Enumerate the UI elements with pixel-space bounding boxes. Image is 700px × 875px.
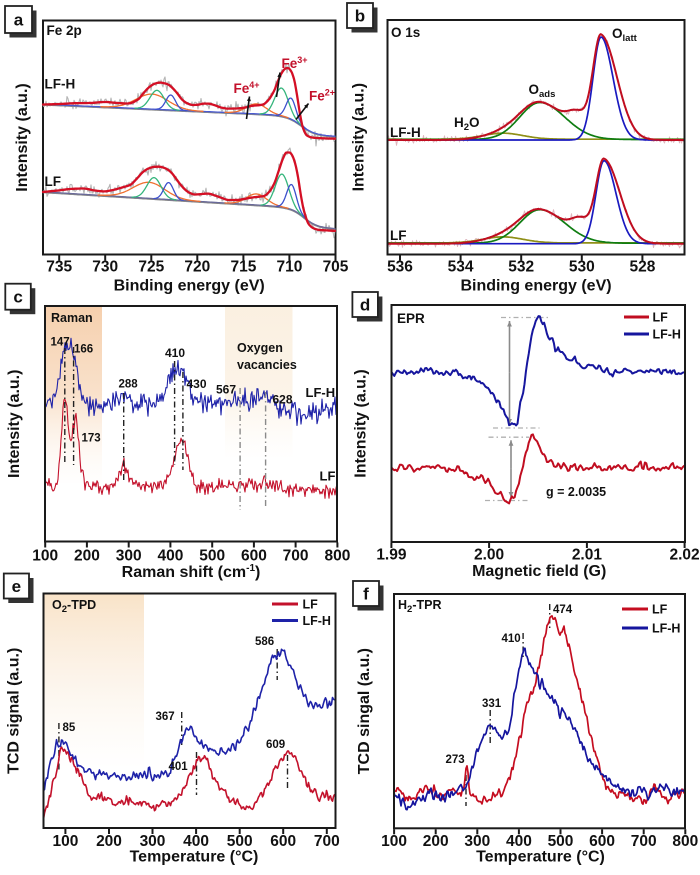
svg-text:730: 730 xyxy=(92,259,118,276)
svg-text:600: 600 xyxy=(241,548,267,565)
svg-text:Magnetic field (G): Magnetic field (G) xyxy=(472,563,606,580)
svg-text:700: 700 xyxy=(283,548,309,565)
svg-text:Intensity (a.u.): Intensity (a.u.) xyxy=(353,369,370,477)
svg-text:715: 715 xyxy=(230,259,256,276)
svg-text:401: 401 xyxy=(169,761,189,773)
svg-text:100: 100 xyxy=(52,833,78,850)
svg-text:b: b xyxy=(355,7,365,26)
svg-text:Intensity (a.u.): Intensity (a.u.) xyxy=(6,370,23,478)
svg-text:725: 725 xyxy=(138,259,164,276)
svg-text:vacancies: vacancies xyxy=(237,358,297,372)
svg-text:2.00: 2.00 xyxy=(474,547,504,564)
svg-text:500: 500 xyxy=(199,548,225,565)
svg-text:Fe 2p: Fe 2p xyxy=(47,23,82,38)
svg-text:Temperature (°C): Temperature (°C) xyxy=(476,849,605,866)
svg-text:300: 300 xyxy=(140,833,166,850)
svg-text:474: 474 xyxy=(553,604,573,616)
svg-text:Oxygen: Oxygen xyxy=(237,341,283,355)
svg-text:400: 400 xyxy=(506,833,532,850)
svg-text:100: 100 xyxy=(32,548,58,565)
svg-text:85: 85 xyxy=(63,722,76,734)
svg-text:1.99: 1.99 xyxy=(376,547,407,564)
svg-text:500: 500 xyxy=(548,833,574,850)
svg-text:H2O: H2O xyxy=(454,115,480,133)
svg-text:200: 200 xyxy=(423,833,449,850)
svg-text:800: 800 xyxy=(324,548,350,565)
svg-text:d: d xyxy=(360,296,370,315)
svg-text:600: 600 xyxy=(589,833,615,850)
svg-text:300: 300 xyxy=(116,548,142,565)
svg-text:LF: LF xyxy=(653,311,669,325)
svg-text:532: 532 xyxy=(508,259,534,276)
svg-text:Temperature (°C): Temperature (°C) xyxy=(130,849,259,866)
svg-text:Intensity (a.u.): Intensity (a.u.) xyxy=(351,83,368,191)
svg-text:LF: LF xyxy=(320,469,336,484)
svg-text:LF-H: LF-H xyxy=(653,328,681,342)
svg-text:331: 331 xyxy=(482,698,502,710)
svg-text:a: a xyxy=(14,11,24,30)
svg-text:Raman shift (cm-1): Raman shift (cm-1) xyxy=(122,563,261,581)
svg-text:609: 609 xyxy=(266,739,285,751)
svg-text:f: f xyxy=(363,585,369,604)
svg-text:2.02: 2.02 xyxy=(670,547,700,564)
svg-text:800: 800 xyxy=(672,833,698,850)
svg-text:600: 600 xyxy=(270,833,296,850)
svg-text:288: 288 xyxy=(119,379,139,391)
svg-text:628: 628 xyxy=(273,393,293,407)
svg-text:534: 534 xyxy=(448,259,474,276)
svg-text:720: 720 xyxy=(184,259,210,276)
svg-text:LF: LF xyxy=(390,228,407,243)
svg-text:Binding energy (eV): Binding energy (eV) xyxy=(460,278,611,295)
svg-text:O 1s: O 1s xyxy=(391,25,420,40)
svg-text:EPR: EPR xyxy=(397,311,425,326)
svg-text:173: 173 xyxy=(82,433,101,445)
svg-text:e: e xyxy=(12,577,21,596)
svg-text:200: 200 xyxy=(74,548,100,565)
svg-text:567: 567 xyxy=(216,383,236,397)
svg-text:TCD singal (a.u.): TCD singal (a.u.) xyxy=(356,648,373,774)
svg-text:TCD signal (a.u.): TCD signal (a.u.) xyxy=(6,648,23,774)
svg-text:g = 2.0035: g = 2.0035 xyxy=(546,485,606,499)
svg-text:700: 700 xyxy=(631,833,657,850)
svg-text:LF-H: LF-H xyxy=(390,125,421,140)
svg-text:200: 200 xyxy=(96,833,122,850)
svg-text:Intensity (a.u.): Intensity (a.u.) xyxy=(14,83,31,191)
svg-text:700: 700 xyxy=(314,833,340,850)
svg-text:410: 410 xyxy=(502,633,521,645)
svg-text:400: 400 xyxy=(157,548,183,565)
svg-text:410: 410 xyxy=(165,346,185,360)
svg-text:536: 536 xyxy=(387,259,413,276)
svg-text:300: 300 xyxy=(464,833,490,850)
svg-text:430: 430 xyxy=(187,377,207,391)
svg-text:LF: LF xyxy=(652,603,668,617)
svg-text:Binding energy (eV): Binding energy (eV) xyxy=(114,278,265,295)
svg-text:LF-H: LF-H xyxy=(303,614,331,628)
svg-text:LF-H: LF-H xyxy=(306,385,336,400)
svg-text:586: 586 xyxy=(255,636,274,648)
svg-text:705: 705 xyxy=(323,259,349,276)
svg-text:166: 166 xyxy=(74,344,93,356)
svg-text:2.01: 2.01 xyxy=(572,547,603,564)
svg-text:735: 735 xyxy=(46,259,72,276)
svg-text:710: 710 xyxy=(276,259,302,276)
svg-text:LF: LF xyxy=(45,174,62,189)
svg-text:500: 500 xyxy=(227,833,253,850)
svg-text:Raman: Raman xyxy=(51,311,93,325)
svg-text:530: 530 xyxy=(569,259,595,276)
svg-text:273: 273 xyxy=(446,754,465,766)
svg-text:400: 400 xyxy=(183,833,209,850)
svg-text:LF-H: LF-H xyxy=(652,622,680,636)
svg-text:367: 367 xyxy=(156,711,175,723)
svg-text:c: c xyxy=(13,288,22,307)
svg-text:147: 147 xyxy=(51,337,70,349)
svg-text:LF-H: LF-H xyxy=(45,77,76,92)
svg-text:100: 100 xyxy=(381,833,407,850)
svg-text:528: 528 xyxy=(629,259,655,276)
svg-text:LF: LF xyxy=(303,598,319,612)
